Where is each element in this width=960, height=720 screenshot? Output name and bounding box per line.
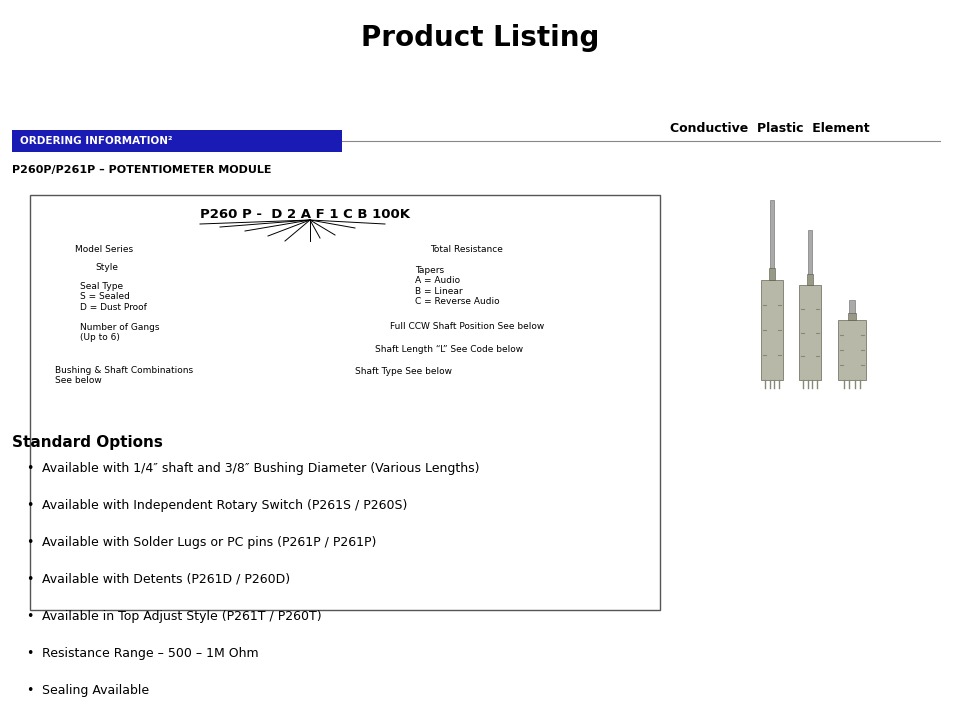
Text: Available with 1/4″ shaft and 3/8″ Bushing Diameter (Various Lengths): Available with 1/4″ shaft and 3/8″ Bushi…: [42, 462, 479, 475]
Text: Available with Detents (P261D / P260D): Available with Detents (P261D / P260D): [42, 573, 290, 586]
Text: •: •: [26, 610, 34, 623]
Text: Total Resistance: Total Resistance: [430, 245, 503, 254]
Bar: [850, 300, 854, 320]
Text: •: •: [26, 462, 34, 475]
Bar: [30, 195, 660, 610]
Text: Conductive  Plastic  Element: Conductive Plastic Element: [670, 122, 870, 135]
Text: ORDERING INFORMATION²: ORDERING INFORMATION²: [20, 136, 173, 146]
Text: Available with Independent Rotary Switch (P261S / P260S): Available with Independent Rotary Switch…: [42, 499, 407, 512]
Bar: [12, 130, 342, 152]
Text: Product Listing: Product Listing: [361, 24, 599, 52]
Text: Resistance Range – 500 – 1M Ohm: Resistance Range – 500 – 1M Ohm: [42, 647, 258, 660]
Text: Sealing Available: Sealing Available: [42, 684, 149, 697]
Text: •: •: [26, 684, 34, 697]
Text: Bushing & Shaft Combinations
See below: Bushing & Shaft Combinations See below: [55, 366, 193, 385]
Bar: [848, 312, 856, 320]
Text: Standard Options: Standard Options: [12, 435, 163, 450]
Text: •: •: [26, 647, 34, 660]
Bar: [838, 320, 866, 380]
Text: Available with Solder Lugs or PC pins (P261P / P261P): Available with Solder Lugs or PC pins (P…: [42, 536, 376, 549]
Text: Full CCW Shaft Position See below: Full CCW Shaft Position See below: [390, 322, 544, 331]
Text: Available in Top Adjust Style (P261T / P260T): Available in Top Adjust Style (P261T / P…: [42, 610, 322, 623]
Text: Tapers
A = Audio
B = Linear
C = Reverse Audio: Tapers A = Audio B = Linear C = Reverse …: [415, 266, 499, 306]
Text: P260P/P261P – POTENTIOMETER MODULE: P260P/P261P – POTENTIOMETER MODULE: [12, 165, 272, 175]
Text: Style: Style: [95, 263, 118, 272]
Bar: [808, 230, 812, 285]
Bar: [806, 274, 813, 285]
Bar: [799, 285, 821, 380]
Text: Number of Gangs
(Up to 6): Number of Gangs (Up to 6): [80, 323, 159, 343]
Text: •: •: [26, 499, 34, 512]
Bar: [761, 280, 783, 380]
Text: P260 P -  D 2 A F 1 C B 100K: P260 P - D 2 A F 1 C B 100K: [200, 209, 410, 222]
Text: Seal Type
S = Sealed
D = Dust Proof: Seal Type S = Sealed D = Dust Proof: [80, 282, 147, 312]
Text: Shaft Type See below: Shaft Type See below: [355, 367, 452, 376]
Bar: [769, 268, 776, 280]
Bar: [770, 200, 774, 280]
Text: •: •: [26, 573, 34, 586]
Text: Model Series: Model Series: [75, 245, 133, 254]
Text: Shaft Length “L” See Code below: Shaft Length “L” See Code below: [375, 345, 523, 354]
Text: •: •: [26, 536, 34, 549]
